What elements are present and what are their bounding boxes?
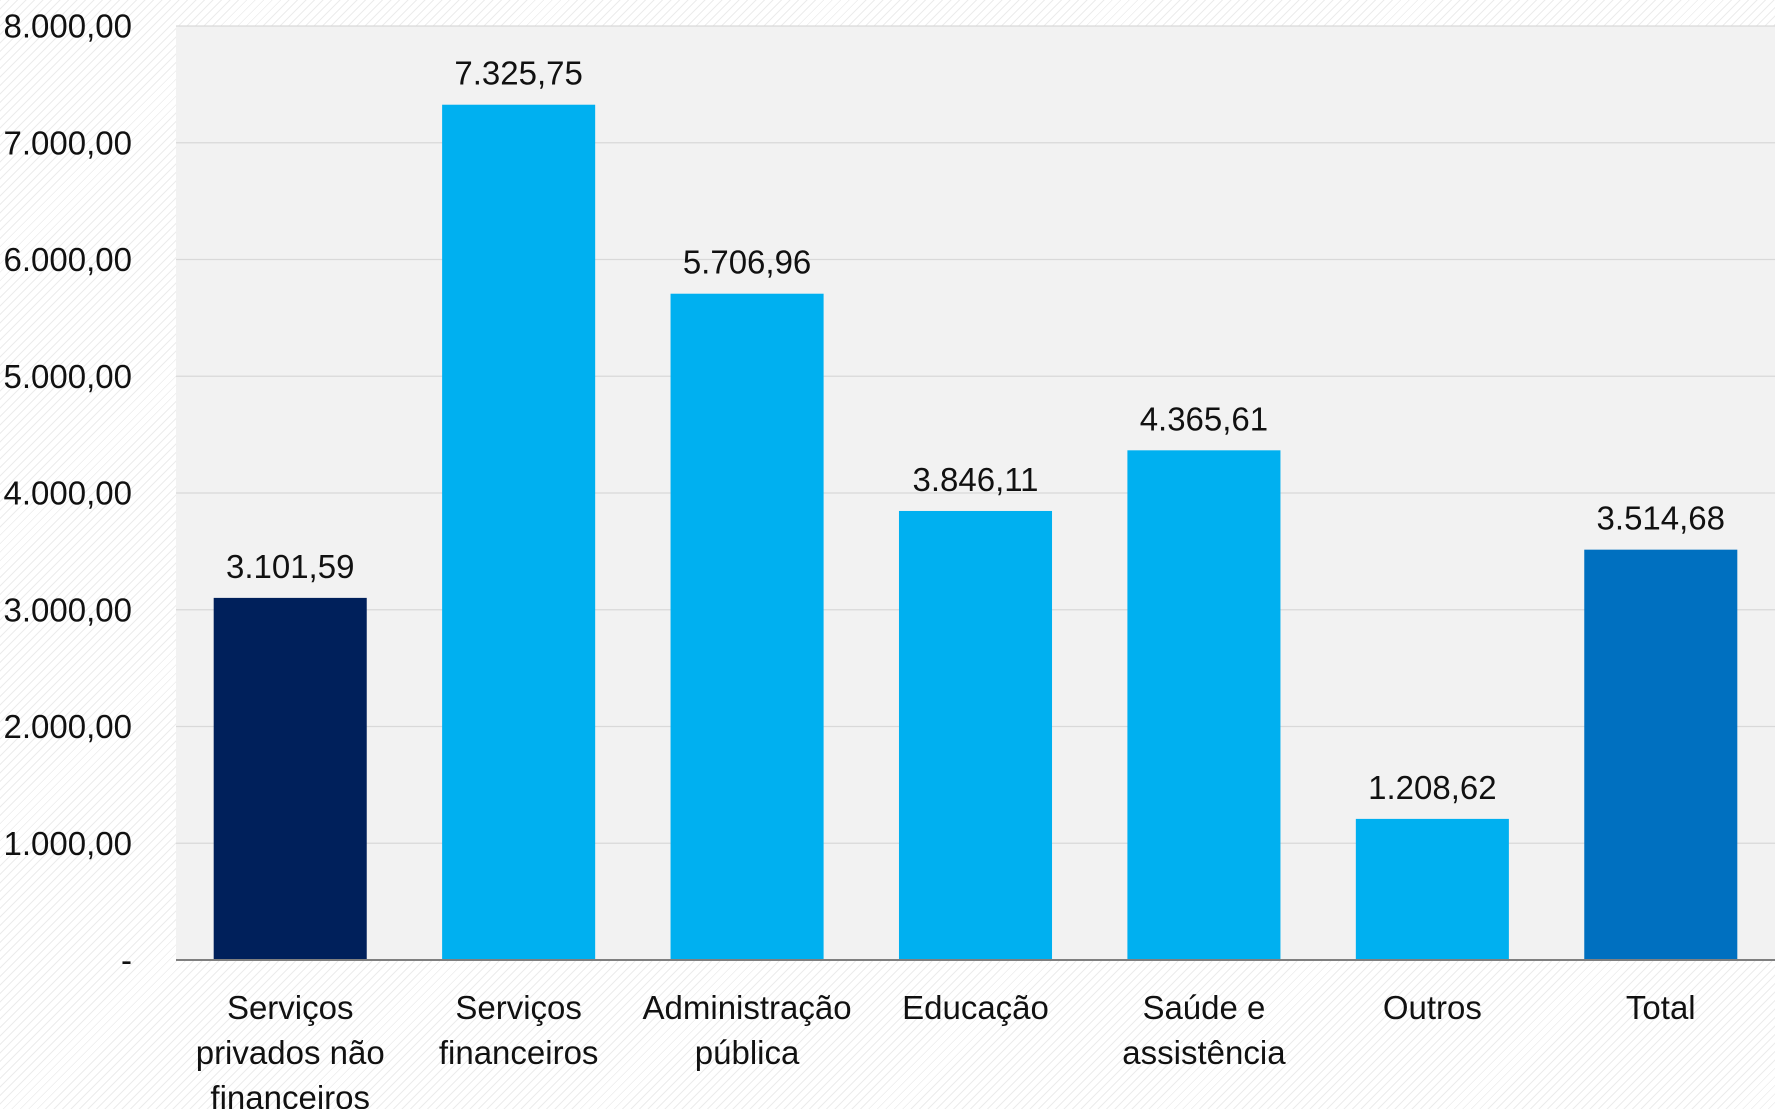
x-category-label-line: Saúde e xyxy=(1142,989,1265,1026)
x-category-label-line: Outros xyxy=(1383,989,1482,1026)
x-category-label-line: Educação xyxy=(902,989,1049,1026)
bar-value-label: 7.325,75 xyxy=(454,55,582,92)
y-tick-label: 4.000,00 xyxy=(4,475,132,512)
y-tick-label: 2.000,00 xyxy=(4,708,132,745)
x-category-label-line: Administração xyxy=(643,989,852,1026)
bars xyxy=(213,104,1738,961)
y-axis-ticks: - 1.000,00 2.000,00 3.000,00 4.000,00 5.000,0… xyxy=(4,8,132,979)
bar-value-label: 5.706,96 xyxy=(683,244,811,281)
bar-value-label: 3.101,59 xyxy=(226,548,354,585)
bar xyxy=(442,104,596,960)
bar xyxy=(670,293,824,961)
bar xyxy=(898,510,1053,960)
bar xyxy=(1355,818,1509,960)
x-category-label-line: Total xyxy=(1626,989,1696,1026)
x-category-label: Administração pública xyxy=(643,989,852,1071)
y-tick-label: - xyxy=(121,942,132,979)
bar xyxy=(1127,450,1281,960)
x-category-label-line: financeiros xyxy=(439,1034,599,1071)
bar-value-label: 1.208,62 xyxy=(1368,769,1496,806)
y-tick-label: 3.000,00 xyxy=(4,591,132,628)
bar-value-label: 3.514,68 xyxy=(1597,500,1725,537)
bar-value-label: 4.365,61 xyxy=(1140,400,1268,437)
bar-value-label: 3.846,11 xyxy=(912,461,1038,498)
bar xyxy=(1584,549,1738,960)
y-tick-label: 6.000,00 xyxy=(4,241,132,278)
y-tick-label: 8.000,00 xyxy=(4,8,132,45)
x-category-label: Total xyxy=(1626,989,1696,1026)
data-labels: 3.101,59 7.325,75 5.706,96 3.846,11 4.365,61… xyxy=(226,55,1725,806)
x-axis-categories: Serviços privados não financeiros Serviços f… xyxy=(196,989,1696,1109)
x-category-label-line: financeiros xyxy=(210,1079,370,1109)
x-category-label-line: assistência xyxy=(1122,1034,1286,1071)
x-category-label: Serviços financeiros xyxy=(439,989,599,1071)
x-category-label-line: Serviços xyxy=(227,989,354,1026)
x-category-label: Serviços privados não financeiros xyxy=(196,989,385,1109)
bar xyxy=(213,597,367,960)
y-tick-label: 7.000,00 xyxy=(4,124,132,161)
x-category-label: Saúde e assistência xyxy=(1122,989,1286,1071)
x-category-label-line: privados não xyxy=(196,1034,385,1071)
y-tick-label: 5.000,00 xyxy=(4,358,132,395)
x-category-label-line: Serviços xyxy=(455,989,582,1026)
y-tick-label: 1.000,00 xyxy=(4,825,132,862)
x-category-label: Educação xyxy=(902,989,1049,1026)
x-category-label: Outros xyxy=(1383,989,1482,1026)
x-category-label-line: pública xyxy=(695,1034,800,1071)
